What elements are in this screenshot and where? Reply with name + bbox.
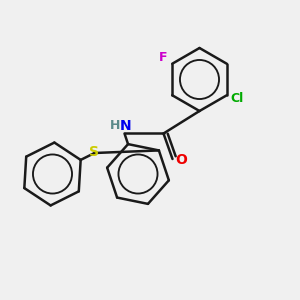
Text: H: H [110,119,121,133]
Text: Cl: Cl [231,92,244,105]
Text: F: F [159,51,167,64]
Text: S: S [89,145,99,159]
Text: O: O [175,153,187,167]
Text: N: N [120,119,132,133]
